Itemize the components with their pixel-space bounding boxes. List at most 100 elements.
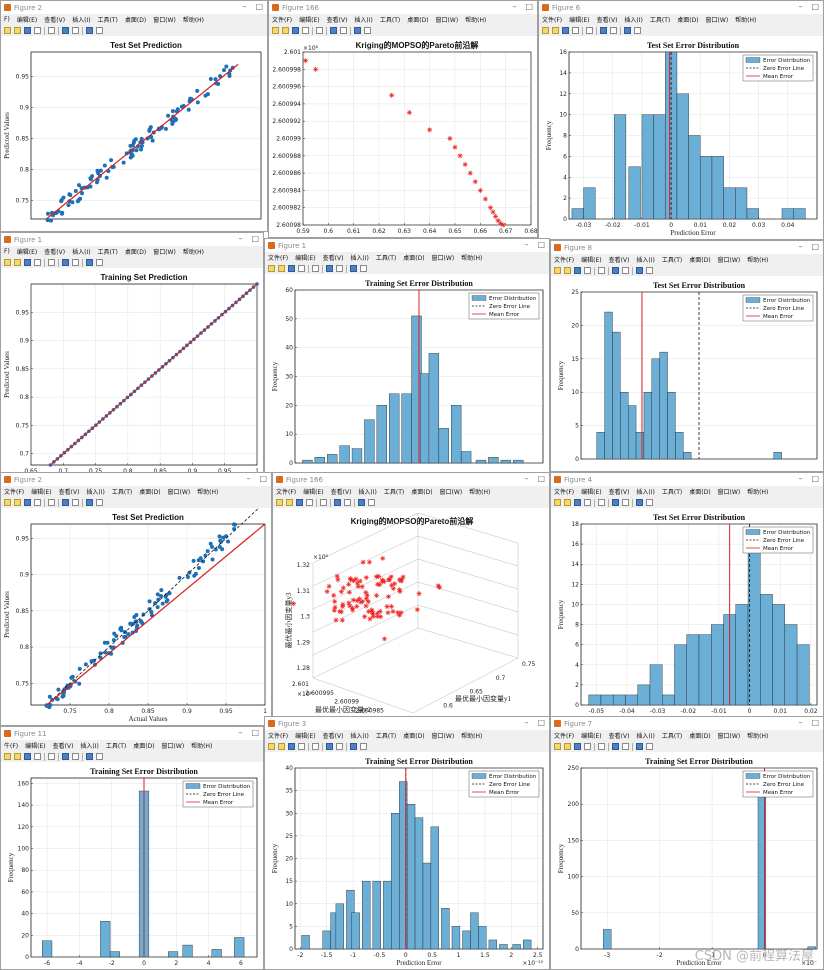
menu-item[interactable]: 文件(F) [554, 733, 575, 740]
menu-item[interactable]: 桌面(D) [677, 17, 699, 24]
menu-item[interactable]: 桌面(D) [407, 17, 429, 24]
open-icon[interactable] [14, 753, 21, 760]
open-icon[interactable] [282, 27, 289, 34]
menu-item[interactable]: 窗口(W) [439, 489, 463, 496]
menu-item[interactable]: 查看(V) [608, 489, 630, 496]
menu-item[interactable]: 查看(V) [44, 17, 66, 24]
menu-item[interactable]: 查看(V) [58, 489, 80, 496]
menu-item[interactable]: 帮助(H) [197, 489, 219, 496]
menu-item[interactable]: 查看(V) [596, 17, 618, 24]
window-titlebar[interactable]: Figure 6 – □ [539, 1, 823, 14]
figure-window[interactable]: Figure 1 – □ 文件(F) 编辑(E) 查看(V) 插入(I) 工具(T) 桌面(D)… [264, 238, 550, 476]
menu-item[interactable]: 桌面(D) [124, 17, 147, 24]
menu-item[interactable]: 编辑(E) [581, 733, 602, 740]
grid-icon[interactable] [86, 259, 93, 266]
menu-item[interactable]: 牛(F) [4, 743, 19, 750]
grid-icon[interactable] [636, 267, 643, 274]
dock-icon[interactable] [334, 499, 341, 506]
menu-item[interactable]: 工具(T) [111, 489, 133, 496]
menu-item[interactable]: 帮助(H) [735, 17, 757, 24]
menu-item[interactable]: 窗口(W) [153, 17, 176, 24]
menu-item[interactable]: 查看(V) [322, 733, 344, 740]
menu-item[interactable]: 帮助(H) [747, 257, 769, 264]
new-file-icon[interactable] [4, 753, 11, 760]
figure-window[interactable]: Figure 6 – □ 文件(F) 编辑(E) 查看(V) 插入(I) 工具(T) 桌面(D)… [538, 0, 824, 240]
maximize-icon[interactable]: □ [525, 2, 533, 11]
window-titlebar[interactable]: Figure 11 – □ [1, 727, 263, 740]
menu-item[interactable]: 插入(I) [636, 733, 655, 740]
grid-icon[interactable] [86, 27, 93, 34]
menu-item[interactable]: 窗口(W) [717, 733, 741, 740]
menu-item[interactable]: 编辑(E) [295, 255, 316, 262]
panel-icon[interactable] [360, 265, 367, 272]
window-titlebar[interactable]: Figure 3 – □ [265, 717, 549, 730]
panel-icon[interactable] [360, 743, 367, 750]
menu-item[interactable]: 桌面(D) [124, 249, 147, 256]
minimize-icon[interactable]: – [238, 728, 243, 737]
menu-item[interactable]: 查看(V) [608, 733, 630, 740]
open-icon[interactable] [564, 267, 571, 274]
save-icon[interactable] [24, 27, 31, 34]
menu-item[interactable]: 帮助(H) [182, 249, 205, 256]
menu-item[interactable]: 编辑(E) [25, 743, 46, 750]
menu-item[interactable]: 编辑(E) [31, 489, 52, 496]
figure-window[interactable]: Figure 8 – □ 文件(F) 编辑(E) 查看(V) 插入(I) 工具(T) 桌面(D)… [550, 240, 824, 472]
grid-icon[interactable] [350, 265, 357, 272]
figure-window[interactable]: Figure 7 – □ 文件(F) 编辑(E) 查看(V) 插入(I) 工具(T) 桌面(D)… [550, 716, 824, 970]
menu-item[interactable]: 桌面(D) [689, 733, 711, 740]
menu-item[interactable]: 窗口(W) [167, 489, 191, 496]
panel-icon[interactable] [634, 27, 641, 34]
menu-item[interactable]: 插入(I) [624, 17, 643, 24]
window-titlebar[interactable]: Figure 8 – □ [551, 241, 823, 254]
menu-item[interactable]: 窗口(W) [717, 489, 741, 496]
menu-item[interactable]: 帮助(H) [747, 489, 769, 496]
menu-item[interactable]: 插入(I) [354, 17, 373, 24]
new-file-icon[interactable] [542, 27, 549, 34]
save-icon[interactable] [288, 265, 295, 272]
zoom-icon[interactable] [312, 265, 319, 272]
new-file-icon[interactable] [276, 499, 283, 506]
menu-item[interactable]: 插入(I) [86, 489, 105, 496]
layout-icon[interactable] [72, 27, 79, 34]
menu-item[interactable]: 工具(T) [379, 17, 401, 24]
menu-item[interactable]: 工具(T) [661, 733, 683, 740]
menu-item[interactable]: 文件(F) [272, 17, 293, 24]
zoom-icon[interactable] [316, 27, 323, 34]
zoom-icon[interactable] [586, 27, 593, 34]
print-icon[interactable] [34, 499, 41, 506]
figure-window[interactable]: Figure 2 – □ 文件(F) 编辑(E) 查看(V) 插入(I) 工具(T) 桌面(D)… [0, 472, 272, 726]
maximize-icon[interactable]: □ [537, 474, 545, 483]
menu-item[interactable]: 窗口(W) [431, 255, 455, 262]
maximize-icon[interactable]: □ [811, 242, 819, 251]
menu-item[interactable]: 插入(I) [358, 489, 377, 496]
menu-item[interactable]: 窗口(W) [435, 17, 459, 24]
print-icon[interactable] [34, 753, 41, 760]
open-icon[interactable] [14, 259, 21, 266]
maximize-icon[interactable]: □ [255, 2, 263, 11]
dock-icon[interactable] [612, 267, 619, 274]
minimize-icon[interactable]: – [238, 234, 243, 243]
zoom-icon[interactable] [598, 743, 605, 750]
layout-icon[interactable] [610, 27, 617, 34]
menu-item[interactable]: 插入(I) [350, 255, 369, 262]
menu-item[interactable]: 桌面(D) [133, 743, 155, 750]
menu-item[interactable]: 工具(T) [105, 743, 127, 750]
figure-window[interactable]: Figure 11 – □ 牛(F) 编辑(E) 查看(V) 插入(I) 工具(T) 桌面(D)… [0, 726, 264, 970]
save-icon[interactable] [24, 753, 31, 760]
menu-item[interactable]: 工具(T) [375, 733, 397, 740]
maximize-icon[interactable]: □ [811, 474, 819, 483]
save-icon[interactable] [562, 27, 569, 34]
minimize-icon[interactable]: – [798, 474, 803, 483]
menu-item[interactable]: 插入(I) [72, 249, 91, 256]
layout-icon[interactable] [622, 743, 629, 750]
menu-item[interactable]: 帮助(H) [461, 255, 483, 262]
menu-item[interactable]: 查看(V) [608, 257, 630, 264]
menu-item[interactable]: 文件(F) [276, 489, 297, 496]
zoom-icon[interactable] [312, 743, 319, 750]
menu-item[interactable]: 编辑(E) [569, 17, 590, 24]
save-icon[interactable] [574, 499, 581, 506]
minimize-icon[interactable]: – [524, 240, 529, 249]
menu-item[interactable]: 帮助(H) [465, 17, 487, 24]
menu-item[interactable]: 文件(F) [4, 489, 25, 496]
menu-item[interactable]: 工具(T) [649, 17, 671, 24]
